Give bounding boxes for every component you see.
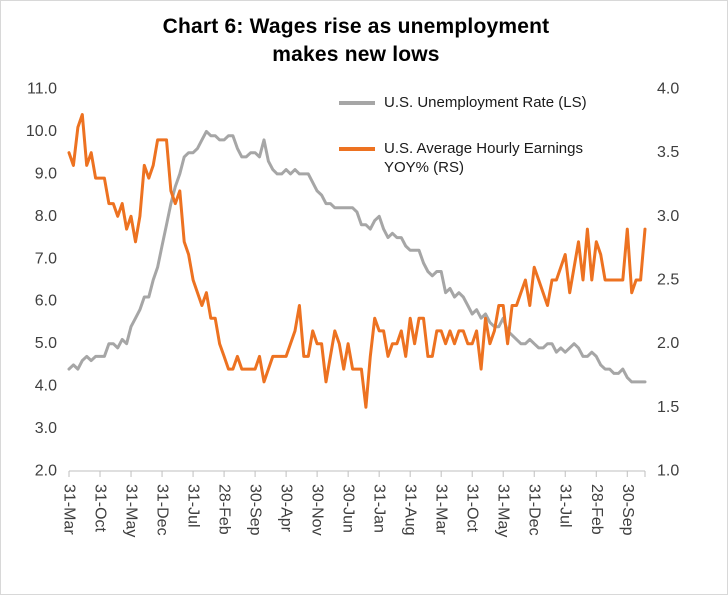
x-axis-label: 31-Mar [433,484,450,535]
x-axis-label: 31-Mar [61,484,78,535]
x-axis-label: 30-Sep [619,484,636,536]
x-axis-label: 31-Jan [371,484,388,533]
right-axis-tick-label: 1.5 [657,399,679,416]
left-axis-tick-label: 4.0 [35,378,57,395]
right-axis-tick-label: 3.5 [657,144,679,161]
left-axis-tick-label: 2.0 [35,463,57,480]
left-axis-tick-label: 3.0 [35,420,57,437]
x-axis-label: 30-Sep [247,484,264,536]
unemployment-line-swatch [339,101,375,105]
x-axis-label: 31-Oct [92,484,109,533]
right-axis-tick-label: 1.0 [657,463,679,480]
left-axis-tick-label: 8.0 [35,208,57,225]
right-axis-tick-label: 3.0 [657,208,679,225]
unemployment-line [67,129,647,384]
right-axis-tick-label: 4.0 [657,81,679,98]
x-axis-label: 31-Dec [154,484,171,536]
left-axis-tick-label: 7.0 [35,250,57,267]
legend: U.S. Unemployment Rate (LS) U.S. Average… [339,93,602,177]
left-axis-tick-label: 11.0 [27,81,57,98]
earnings-line-swatch [339,147,375,151]
x-axis-label: 31-Dec [526,484,543,536]
left-axis-tick-label: 10.0 [26,123,57,140]
chart-title: Chart 6: Wages rise as unemployment make… [1,13,711,69]
x-axis-label: 31-Oct [464,484,481,533]
legend-item-earnings: U.S. Average Hourly Earnings YOY% (RS) [339,139,602,177]
x-axis-label: 30-Jun [340,484,357,533]
left-axis-tick-label: 9.0 [35,165,57,182]
x-axis-label: 31-May [495,484,512,537]
legend-item-unemployment: U.S. Unemployment Rate (LS) [339,93,602,112]
x-axis-label: 30-Apr [278,484,295,533]
earnings-line [67,113,647,409]
chart-title-line1: Chart 6: Wages rise as unemployment [162,15,550,38]
left-axis-tick-label: 6.0 [35,293,57,310]
chart-title-line2: makes new lows [272,43,440,66]
x-axis-label: 28-Feb [588,484,605,535]
x-axis-label: 31-Jul [185,484,202,528]
legend-label-unemployment: U.S. Unemployment Rate (LS) [384,94,587,111]
right-axis-tick-label: 2.5 [657,272,679,289]
left-axis-tick-label: 5.0 [35,335,57,352]
x-axis-label: 31-May [123,484,140,537]
x-axis-label: 31-Aug [402,484,419,536]
x-axis-label: 31-Jul [557,484,574,528]
legend-label-earnings: U.S. Average Hourly Earnings YOY% (RS) [384,140,583,176]
x-axis-label: 28-Feb [216,484,233,535]
right-axis-tick-label: 2.0 [657,335,679,352]
x-axis-label: 30-Nov [309,484,326,536]
